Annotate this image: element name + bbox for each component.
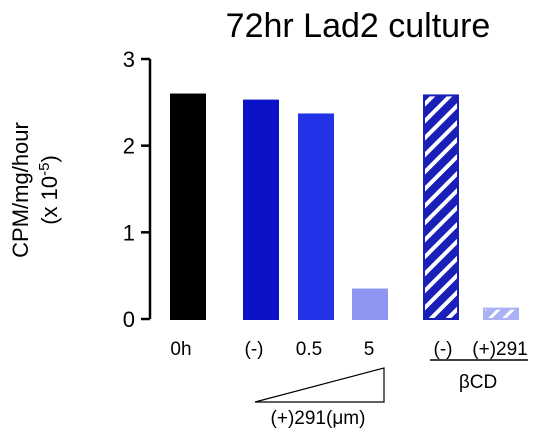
y-axis-label-exponent: -5 <box>36 163 53 176</box>
bar-4 <box>423 94 459 321</box>
chart-title: 72hr Lad2 culture <box>226 7 491 45</box>
y-axis-label-line2: (x 10-5) <box>36 155 62 225</box>
y-tick-label: 1 <box>123 220 135 245</box>
y-axis: 0 1 2 3 <box>123 47 152 332</box>
bar-5 <box>483 307 519 321</box>
y-tick-label: 2 <box>123 134 135 159</box>
concentration-wedge <box>254 367 385 403</box>
cyclodextrin-group-label: βCD <box>459 372 497 393</box>
bars <box>170 93 519 321</box>
category-labels: 0h (-) 0.5 5 (-) (+)291 <box>170 339 527 360</box>
treatment-group-label: (+)291(μm) <box>271 408 366 429</box>
x-category-label: 5 <box>364 339 375 360</box>
x-category-label: (-) <box>434 339 453 360</box>
y-axis-label-line1: CPM/mg/hour <box>8 122 33 258</box>
bar-3 <box>352 288 388 320</box>
bar-0 <box>170 93 206 320</box>
bar-1 <box>243 99 279 320</box>
y-tick-label: 3 <box>123 47 135 72</box>
y-axis-label-suffix: ) <box>37 155 62 162</box>
y-tick-label: 0 <box>123 307 135 332</box>
bar-2 <box>298 113 334 321</box>
x-category-label: 0.5 <box>296 339 322 360</box>
x-category-label: 0h <box>170 339 191 360</box>
x-category-label: (+)291 <box>472 339 527 360</box>
x-category-label: (-) <box>245 339 264 360</box>
y-axis-label-prefix: (x 10 <box>37 176 62 225</box>
